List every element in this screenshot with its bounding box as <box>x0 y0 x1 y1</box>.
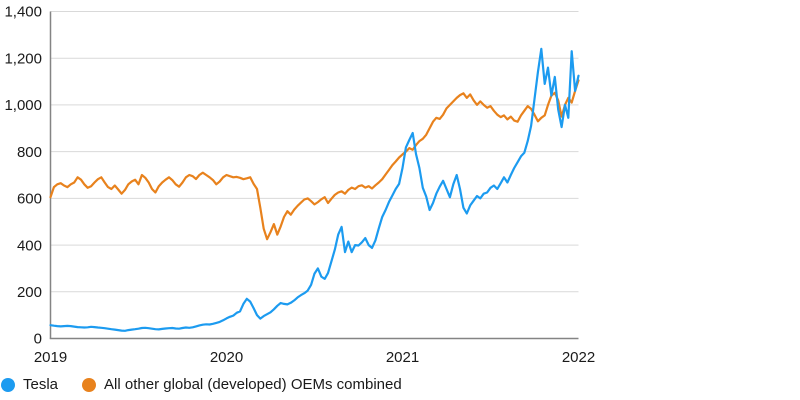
x-tick-label: 2021 <box>386 349 419 366</box>
oems-line <box>49 79 580 241</box>
gridlines <box>50 11 579 293</box>
axes <box>49 11 579 340</box>
y-tick-label: 200 <box>17 284 42 301</box>
y-tick-label: 800 <box>17 144 42 161</box>
tesla-legend-dot-icon <box>1 377 15 392</box>
legend: Tesla All other global (developed) OEMs … <box>1 376 402 393</box>
series-lines <box>49 47 580 332</box>
y-tick-label: 600 <box>17 191 42 208</box>
y-tick-label: 1,400 <box>4 4 42 21</box>
y-tick-label: 400 <box>17 237 42 254</box>
y-axis-labels: 0 200 400 600 800 1,000 1,200 1,400 <box>4 4 42 348</box>
x-axis-labels: 2019 2020 2021 2022 <box>34 349 595 366</box>
oems-legend-dot-icon <box>82 377 97 392</box>
x-tick-label: 2019 <box>34 349 67 366</box>
legend-item-oems: All other global (developed) OEMs combin… <box>82 376 402 393</box>
x-tick-label: 2020 <box>210 349 243 366</box>
tesla-line <box>49 47 580 332</box>
y-tick-label: 1,200 <box>4 50 42 67</box>
y-tick-label: 1,000 <box>4 97 42 114</box>
x-tick-label: 2022 <box>562 349 595 366</box>
oems-legend-label: All other global (developed) OEMs combin… <box>104 376 402 393</box>
y-tick-label: 0 <box>34 331 42 348</box>
tesla-legend-label: Tesla <box>23 376 59 393</box>
legend-item-tesla: Tesla <box>1 376 58 393</box>
